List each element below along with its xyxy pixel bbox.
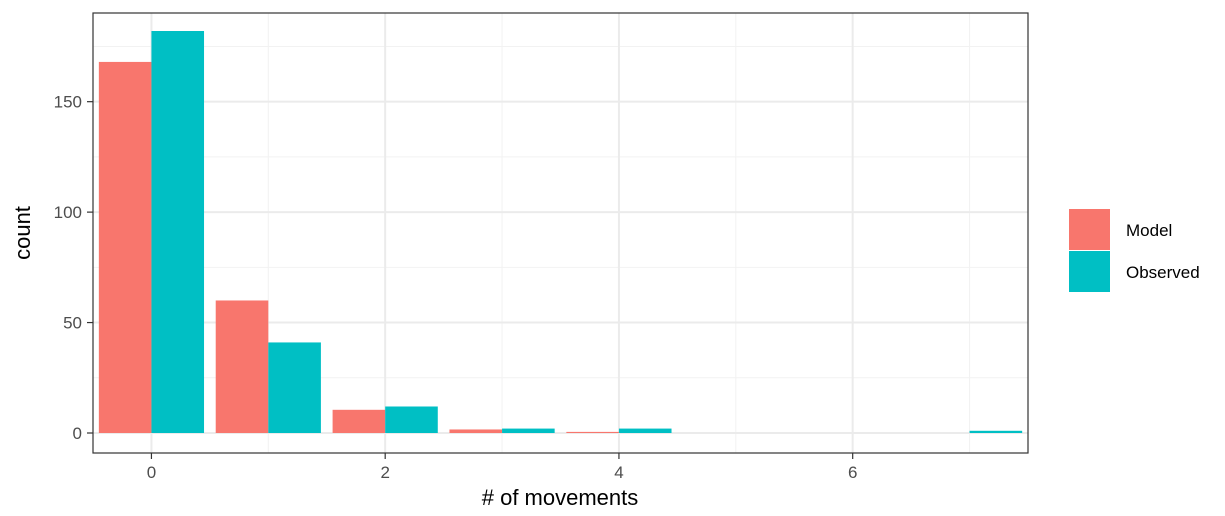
bar-model-2 <box>332 409 386 433</box>
x-tick-label: 4 <box>614 463 623 482</box>
bar-observed-3 <box>502 428 555 433</box>
bar-model-4 <box>566 431 619 433</box>
legend-key-observed <box>1069 251 1110 292</box>
legend: Model Observed <box>1069 209 1200 292</box>
x-axis: 0 2 4 6 <box>147 453 857 482</box>
bars <box>98 31 1023 434</box>
bar-observed-4 <box>618 428 672 433</box>
y-axis-title: count <box>10 206 35 260</box>
legend-key-model <box>1069 209 1110 250</box>
y-tick-label: 0 <box>73 424 82 443</box>
bar-model-3 <box>449 429 503 433</box>
y-tick-label: 50 <box>63 314 82 333</box>
x-axis-title: # of movements <box>482 485 639 510</box>
x-tick-label: 6 <box>848 463 857 482</box>
bar-observed-2 <box>385 406 438 433</box>
y-tick-label: 150 <box>54 93 82 112</box>
bar-model-0 <box>98 61 152 434</box>
bar-model-1 <box>215 300 269 433</box>
y-tick-label: 100 <box>54 203 82 222</box>
legend-label-observed: Observed <box>1126 263 1200 282</box>
bar-observed-1 <box>268 342 321 433</box>
x-tick-label: 2 <box>380 463 389 482</box>
bar-observed-0 <box>151 31 205 433</box>
panel-border <box>92 12 1029 454</box>
minor-gridlines <box>93 13 1028 453</box>
bar-observed-7 <box>969 430 1023 433</box>
legend-label-model: Model <box>1126 221 1172 240</box>
x-tick-label: 0 <box>147 463 156 482</box>
y-axis: 0 50 100 150 <box>54 93 93 443</box>
